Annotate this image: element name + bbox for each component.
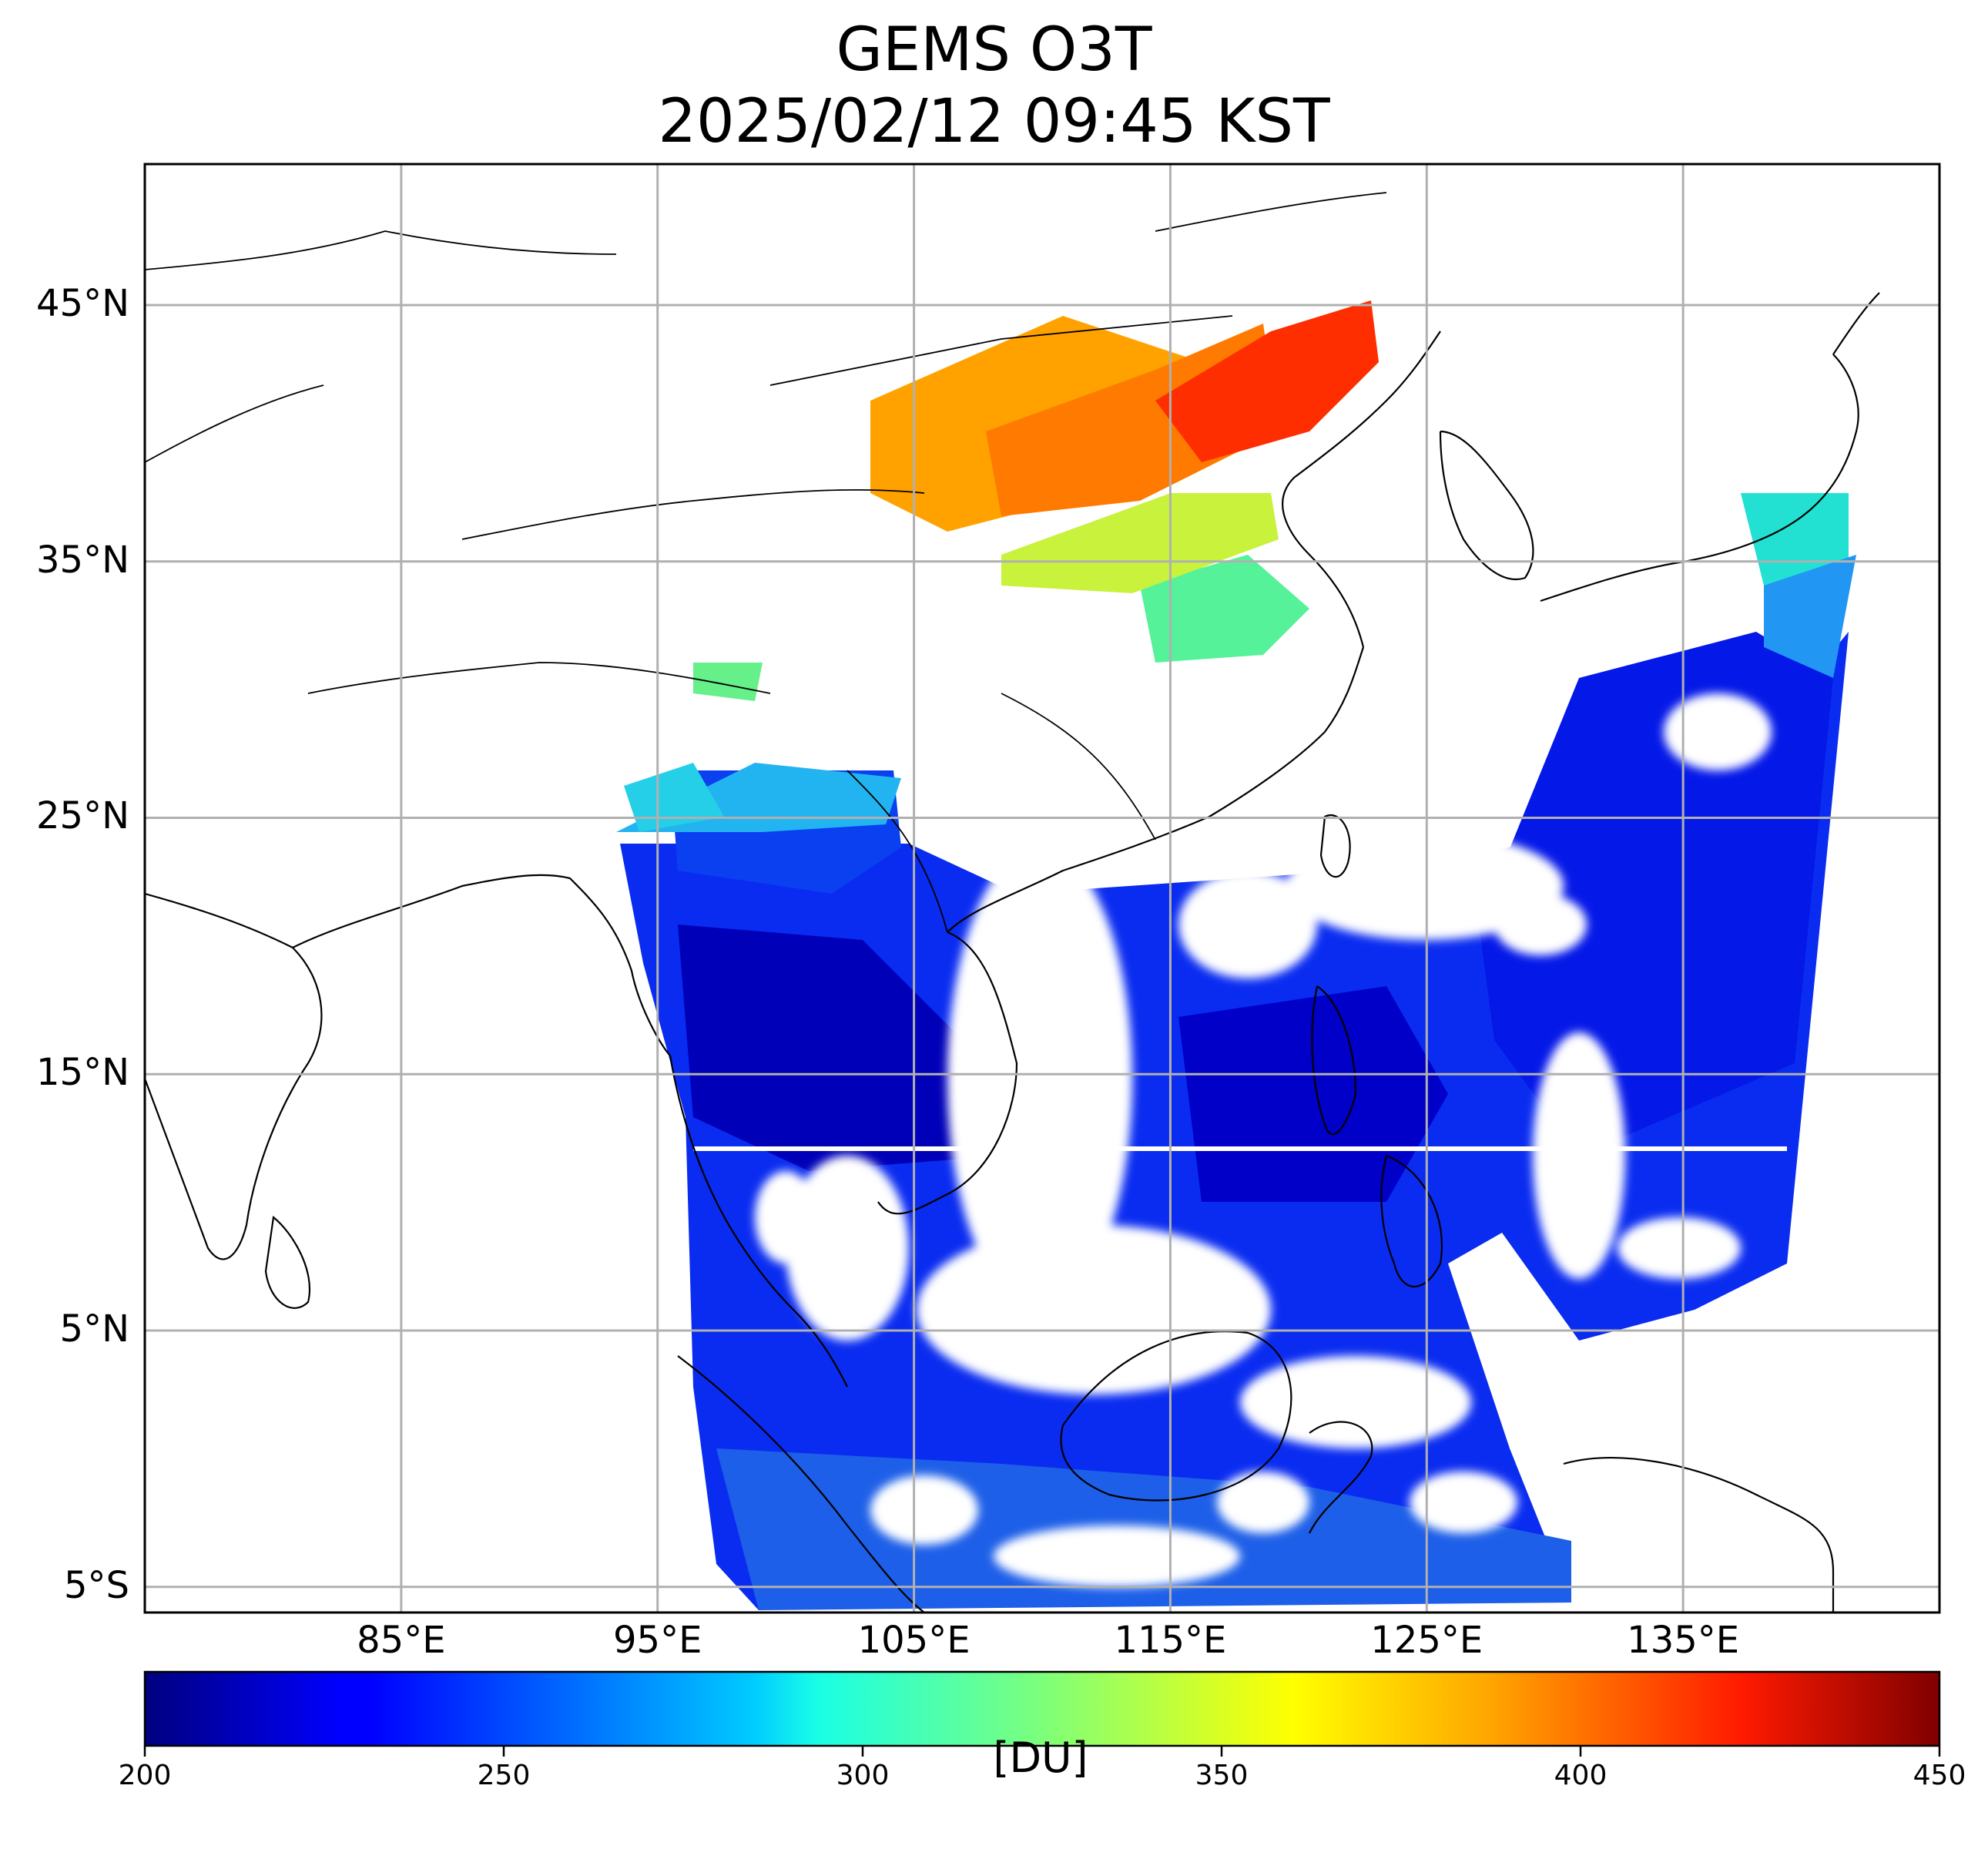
colorbar-tick-label: 250 [477, 1760, 531, 1791]
colorbar-tick-label: 350 [1195, 1760, 1249, 1791]
japan-coast [1540, 292, 1880, 602]
map-subtitle-datetime: 2025/02/12 09:45 KST [658, 87, 1330, 156]
korea-coast [1439, 430, 1534, 580]
india-coast [145, 892, 323, 1260]
plot-frame [143, 163, 1941, 1614]
srilanka-coast [264, 1215, 310, 1309]
colorbar-tick-label: 200 [118, 1760, 172, 1791]
lon-tick-label: 105°E [857, 1619, 971, 1662]
lon-tick-label: 135°E [1627, 1619, 1740, 1662]
new-guinea-coast [1563, 1457, 1835, 1613]
lat-tick-label: 45°N [36, 282, 129, 325]
swath-darkblue [678, 925, 1001, 1171]
swath-teal-japan-b [1764, 555, 1856, 678]
swath-green-china [1140, 555, 1309, 663]
swath-red [1155, 300, 1379, 462]
lon-tick-label: 125°E [1370, 1619, 1483, 1662]
sulawesi-coast [1309, 1421, 1373, 1534]
lat-tick-label: 5°N [59, 1307, 129, 1351]
swath-yellowgreen [1001, 493, 1279, 593]
swath-scanline [693, 1146, 1787, 1151]
lon-tick-label: 95°E [613, 1619, 702, 1662]
gridlines [145, 164, 1939, 1613]
lat-tick-label: 35°N [36, 538, 129, 582]
colorbar [143, 1670, 1941, 1747]
lat-tick-label: 25°N [36, 794, 129, 838]
ozone-swath [616, 300, 1856, 1610]
bay-of-bengal-coast [292, 874, 671, 1056]
colorbar-tick-label: 400 [1554, 1760, 1607, 1791]
cloud-gaps [755, 693, 1772, 1587]
swath-cyan-tibet [624, 763, 724, 832]
east-china-coast [1282, 331, 1441, 648]
lon-tick-label: 85°E [357, 1619, 446, 1662]
lat-tick-label: 5°S [63, 1563, 129, 1607]
colorbar-unit-label: [DU] [993, 1733, 1088, 1782]
coastlines [145, 192, 1880, 1613]
lat-tick-label: 15°N [36, 1051, 129, 1095]
swath-green-tibet [693, 663, 763, 701]
map-title: GEMS O3T [836, 15, 1152, 85]
lon-tick-label: 115°E [1114, 1619, 1227, 1662]
colorbar-tick-label: 300 [836, 1760, 890, 1791]
indochina-coast [669, 931, 1018, 1388]
interior-borders [145, 192, 1387, 933]
colorbar-tick-label: 450 [1913, 1760, 1966, 1791]
colorbar-ticks [143, 1746, 1941, 1757]
